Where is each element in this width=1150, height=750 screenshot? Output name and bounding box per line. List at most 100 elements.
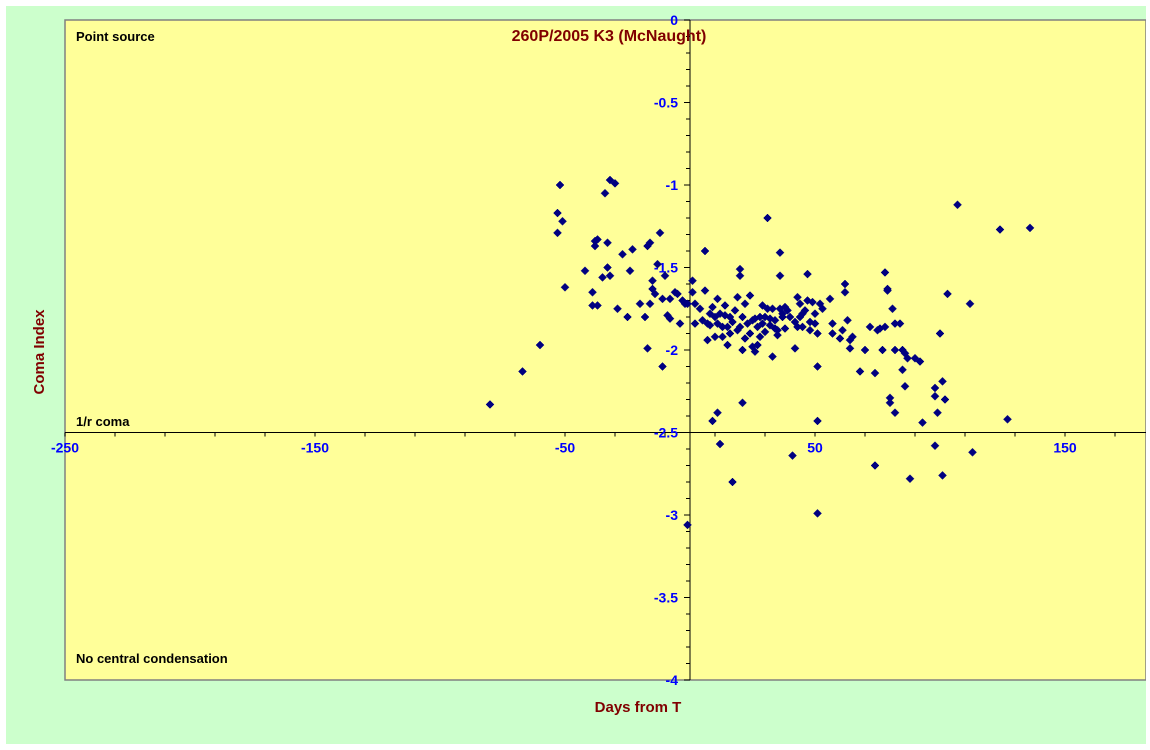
data-point	[728, 477, 737, 487]
x-tick-label: 150	[1053, 440, 1077, 456]
data-point	[768, 352, 777, 361]
data-point	[880, 268, 890, 277]
data-point	[778, 312, 787, 322]
data-point	[795, 299, 805, 309]
data-point	[688, 287, 697, 297]
data-point	[485, 400, 495, 409]
data-point	[590, 241, 600, 251]
data-point	[813, 416, 822, 426]
y-tick-label: -2.5	[654, 425, 678, 441]
data-point	[518, 367, 527, 376]
data-point	[708, 416, 717, 426]
data-point	[618, 249, 627, 259]
data-point	[845, 343, 855, 353]
data-point	[855, 367, 865, 376]
data-point	[843, 315, 852, 325]
y-axis-title: Coma Index	[31, 309, 48, 395]
data-point	[733, 292, 742, 302]
data-point	[870, 461, 880, 470]
data-point	[810, 319, 820, 328]
data-point	[933, 408, 942, 418]
data-point	[813, 362, 822, 371]
data-point	[653, 259, 662, 269]
data-point	[740, 334, 750, 343]
data-point	[995, 225, 1005, 234]
data-point	[915, 357, 925, 366]
y-tick-label: -2	[666, 342, 679, 358]
data-point	[628, 244, 637, 254]
data-point	[645, 238, 655, 248]
data-point	[838, 325, 847, 335]
data-point	[783, 306, 792, 315]
data-point	[695, 304, 705, 314]
data-point	[665, 294, 675, 304]
data-point	[690, 319, 700, 328]
y-tick-label: -0.5	[654, 95, 678, 111]
data-point	[555, 180, 565, 190]
data-point	[768, 304, 777, 314]
x-tick-label: -250	[51, 440, 79, 456]
data-point	[535, 340, 545, 350]
data-point	[953, 200, 962, 210]
data-point	[840, 287, 850, 297]
data-point	[705, 320, 715, 330]
data-point	[760, 327, 770, 337]
data-point	[898, 365, 907, 375]
y-tick-label: -3	[666, 507, 679, 523]
data-point	[788, 451, 797, 460]
data-point	[683, 299, 692, 309]
data-point	[803, 269, 812, 279]
data-point	[828, 319, 837, 328]
data-point	[1003, 414, 1012, 424]
annotation-point-source: Point source	[76, 29, 155, 44]
data-point	[870, 368, 880, 378]
data-point	[745, 291, 755, 300]
data-point	[635, 299, 645, 309]
data-point	[775, 248, 785, 258]
data-point	[700, 286, 710, 295]
data-point	[625, 266, 635, 276]
data-point	[738, 345, 747, 355]
data-point	[713, 408, 722, 418]
x-tick-label: -150	[301, 440, 329, 456]
data-point	[710, 332, 720, 342]
data-point	[895, 319, 905, 328]
data-point	[938, 376, 947, 386]
data-point	[658, 294, 667, 304]
data-point	[905, 474, 915, 484]
data-point	[818, 304, 827, 314]
data-point	[885, 398, 895, 408]
data-point	[785, 312, 795, 322]
data-point	[930, 441, 940, 451]
scatter-chart: 0-0.5-1-1.5-2-2.5-3-3.5-4-250 -150 -50 50 15…	[31, 12, 1146, 716]
y-tick-label: 0	[670, 12, 678, 28]
data-point	[588, 287, 597, 297]
data-point	[558, 216, 567, 226]
data-point	[660, 271, 670, 281]
plot-area	[64, 19, 1146, 681]
data-point	[673, 289, 682, 299]
data-point	[610, 178, 620, 188]
x-tick-label: 50	[807, 440, 823, 456]
data-point	[880, 322, 890, 332]
data-point	[755, 332, 765, 342]
data-point	[738, 312, 747, 322]
data-point	[943, 289, 952, 299]
data-point	[965, 299, 975, 309]
data-point	[735, 322, 745, 332]
data-point	[723, 340, 732, 350]
data-point	[675, 319, 685, 328]
data-point	[890, 345, 900, 355]
data-point	[690, 299, 700, 309]
data-point	[773, 330, 782, 340]
data-point	[640, 312, 650, 322]
data-point	[805, 325, 815, 335]
data-point	[790, 343, 800, 353]
data-point	[810, 309, 820, 319]
data-point	[750, 347, 760, 357]
data-point	[828, 329, 837, 338]
data-point	[890, 408, 900, 418]
annotation-no-central-condensation: No central condensation	[76, 651, 228, 666]
data-point	[688, 276, 697, 286]
data-point	[723, 322, 732, 332]
